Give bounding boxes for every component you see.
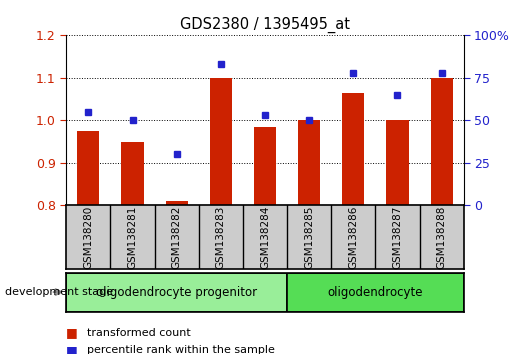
Text: GSM138284: GSM138284 xyxy=(260,205,270,269)
Text: GSM138281: GSM138281 xyxy=(128,205,137,269)
Bar xyxy=(254,127,276,205)
Title: GDS2380 / 1395495_at: GDS2380 / 1395495_at xyxy=(180,16,350,33)
Bar xyxy=(165,201,188,205)
Text: GSM138286: GSM138286 xyxy=(348,205,358,269)
Bar xyxy=(430,78,453,205)
Text: transformed count: transformed count xyxy=(87,328,191,338)
Bar xyxy=(66,273,287,312)
Text: GSM138285: GSM138285 xyxy=(304,205,314,269)
Text: GSM138288: GSM138288 xyxy=(437,205,447,269)
Text: GSM138280: GSM138280 xyxy=(83,206,93,269)
Bar xyxy=(77,131,99,205)
Bar xyxy=(298,120,320,205)
Text: ■: ■ xyxy=(66,326,78,339)
Text: ■: ■ xyxy=(66,344,78,354)
Bar xyxy=(210,78,232,205)
Text: oligodendrocyte: oligodendrocyte xyxy=(328,286,423,298)
Bar xyxy=(386,120,409,205)
Bar xyxy=(121,142,144,205)
Text: development stage: development stage xyxy=(5,287,113,297)
Text: GSM138283: GSM138283 xyxy=(216,205,226,269)
Text: oligodendrocyte progenitor: oligodendrocyte progenitor xyxy=(96,286,257,298)
Bar xyxy=(342,93,364,205)
Text: percentile rank within the sample: percentile rank within the sample xyxy=(87,346,275,354)
Text: GSM138287: GSM138287 xyxy=(393,205,402,269)
Bar xyxy=(287,273,464,312)
Text: GSM138282: GSM138282 xyxy=(172,205,182,269)
